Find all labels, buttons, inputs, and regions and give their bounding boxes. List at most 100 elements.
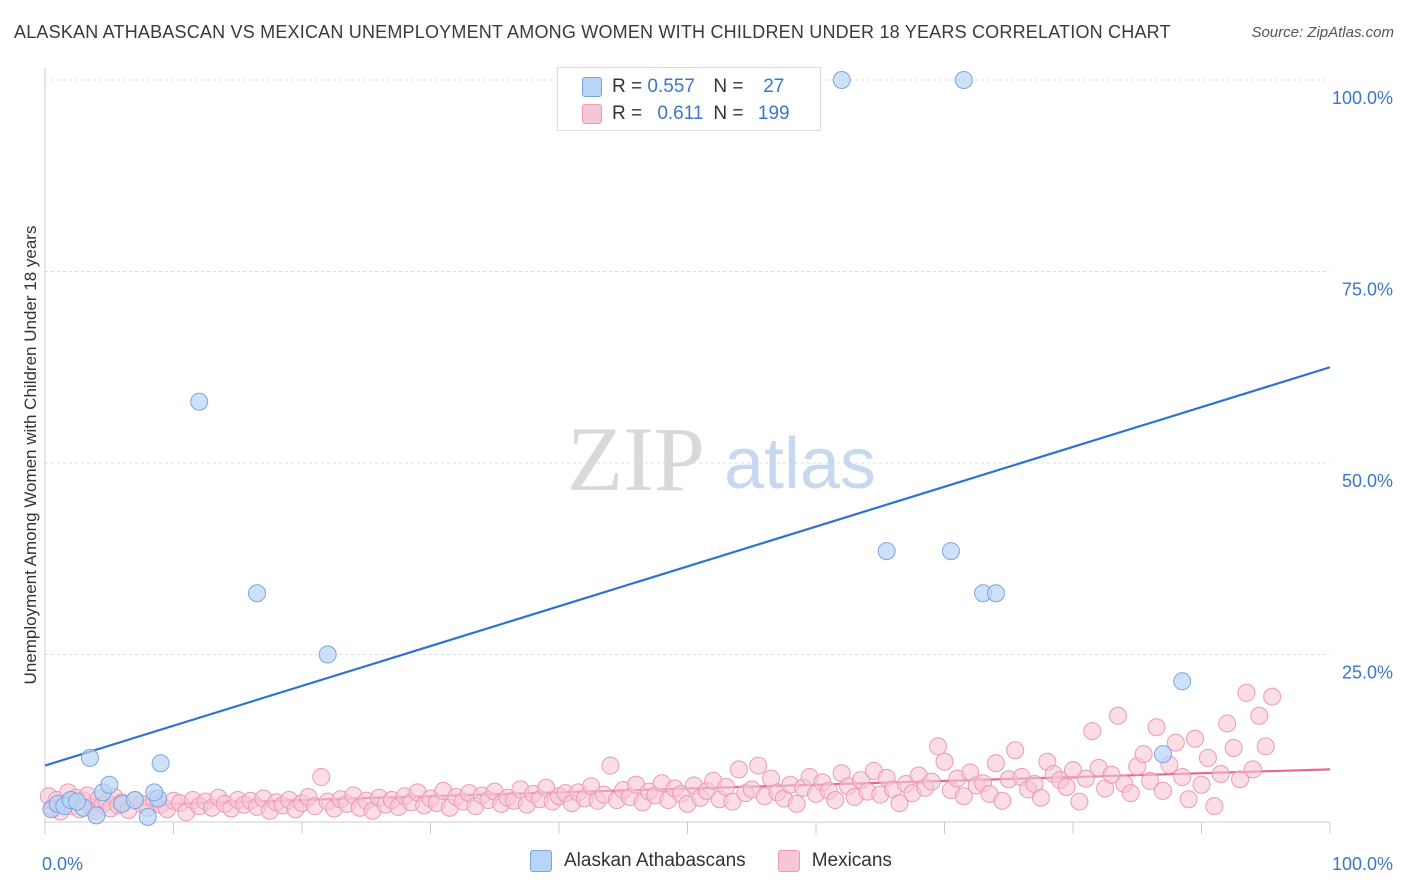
- mexicans-point: [1141, 771, 1160, 790]
- legend-label-athabascans: Alaskan Athabascans: [564, 850, 746, 871]
- mexicans-point: [1263, 687, 1282, 706]
- y-tick-label: 75.0%: [1342, 280, 1393, 300]
- legend-item-athabascans: Alaskan Athabascans: [530, 850, 746, 872]
- legend-r-value: 0.611: [657, 103, 704, 124]
- mexicans-point: [1179, 790, 1198, 809]
- series-legend: Alaskan Athabascans Mexicans: [530, 850, 924, 872]
- mexicans-point: [1250, 706, 1269, 725]
- mexicans-point: [787, 794, 806, 813]
- athabascan-point: [941, 542, 960, 561]
- legend-n-value: 27: [763, 76, 785, 97]
- chart-title: ALASKAN ATHABASCAN VS MEXICAN UNEMPLOYME…: [14, 22, 1171, 42]
- mexicans-point: [1006, 741, 1025, 760]
- athabascan-trend-line: [44, 366, 1331, 767]
- mexicans-point: [1211, 764, 1230, 783]
- mexicans-point: [1166, 733, 1185, 752]
- athabascan-point: [100, 775, 119, 794]
- athabascan-point: [248, 584, 267, 603]
- mexicans-point: [729, 760, 748, 779]
- legend-swatch-blue: [582, 77, 602, 97]
- mexicans-point: [601, 756, 620, 775]
- athabascan-point: [145, 783, 164, 802]
- mexicans-point: [826, 791, 845, 810]
- mexicans-point: [1173, 768, 1192, 787]
- legend-swatch-pink: [777, 850, 800, 872]
- axes: [44, 68, 1331, 834]
- legend-n-value: 199: [757, 103, 790, 124]
- mexicans-point: [1031, 788, 1050, 807]
- mexicans-point: [1224, 738, 1243, 757]
- stats-legend: R = 0.557 N = 27 R = 0.611 N = 199: [557, 67, 821, 131]
- athabascan-point: [877, 542, 896, 561]
- mexicans-point: [1231, 770, 1250, 789]
- mexicans-point: [1083, 722, 1102, 741]
- mexicans-point: [749, 756, 768, 775]
- legend-row-mexicans: R = 0.611 N = 199: [582, 101, 799, 127]
- mexicans-point: [1076, 769, 1095, 788]
- mexicans-point: [723, 792, 742, 811]
- mexicans-point: [993, 791, 1012, 810]
- mexicans-point: [1134, 745, 1153, 764]
- source-label: Source: ZipAtlas.com: [1251, 24, 1394, 41]
- y-tick-label: 100.0%: [1332, 88, 1393, 108]
- mexicans-point: [1108, 706, 1127, 725]
- athabascan-point: [151, 754, 170, 773]
- mexicans-point: [1237, 683, 1256, 702]
- grid-lines: [45, 79, 1330, 655]
- mexicans-point: [1147, 718, 1166, 737]
- y-tick-label: 50.0%: [1342, 471, 1393, 491]
- mexicans-point: [890, 794, 909, 813]
- legend-item-mexicans: Mexicans: [777, 850, 892, 872]
- watermark-zip: ZIP: [567, 408, 705, 510]
- watermark: ZIP atlas: [567, 408, 876, 510]
- athabascan-point: [986, 584, 1005, 603]
- watermark-atlas: atlas: [724, 424, 876, 504]
- mexicans-point: [935, 752, 954, 771]
- y-tick-label: 25.0%: [1342, 663, 1393, 683]
- mexicans-point: [1192, 775, 1211, 794]
- mexicans-point: [1198, 748, 1217, 767]
- mexicans-point: [954, 787, 973, 806]
- mexicans-point: [1121, 784, 1140, 803]
- mexicans-point: [1205, 797, 1224, 816]
- athabascan-point: [138, 807, 157, 826]
- mexicans-point: [1218, 714, 1237, 733]
- tick-labels: 25.0% 50.0% 75.0% 100.0% 0.0% 100.0%: [42, 88, 1393, 874]
- legend-swatch-pink: [582, 104, 602, 124]
- athabascan-point: [87, 806, 106, 825]
- legend-n-label: N =: [713, 103, 744, 124]
- athabascan-point: [190, 392, 209, 411]
- legend-swatch-blue: [530, 850, 552, 872]
- legend-r-label: R =: [612, 103, 643, 124]
- legend-label-mexicans: Mexicans: [811, 850, 892, 871]
- legend-row-athabascan: R = 0.557 N = 27: [582, 74, 799, 100]
- athabascan-point: [125, 791, 144, 810]
- y-axis-label: Unemployment Among Women with Children U…: [21, 226, 40, 685]
- legend-r-label: R =: [612, 76, 643, 97]
- athabascan-point: [68, 792, 87, 811]
- mexicans-point: [1057, 778, 1076, 797]
- athabascan-point: [832, 71, 851, 89]
- athabascan-point: [80, 748, 99, 767]
- mexicans-point: [1243, 760, 1262, 779]
- athabascan-point: [1173, 672, 1192, 691]
- mexicans-points: [39, 683, 1282, 822]
- mexicans-point: [986, 754, 1005, 773]
- mexicans-point: [1064, 761, 1082, 780]
- athabascan-point: [318, 645, 337, 664]
- legend-n-label: N =: [713, 76, 744, 97]
- mexicans-point: [1256, 737, 1275, 756]
- mexicans-point: [1153, 781, 1172, 800]
- x-tick-label: 100.0%: [1332, 854, 1393, 874]
- athabascan-point: [954, 71, 973, 89]
- athabascan-points: [42, 71, 1192, 826]
- mexicans-point: [929, 737, 948, 756]
- mexicans-point: [1070, 792, 1089, 811]
- legend-r-value: 0.557: [647, 76, 695, 97]
- mexicans-point: [1186, 729, 1205, 748]
- mexicans-point: [922, 772, 941, 791]
- x-tick-label: 0.0%: [42, 854, 83, 874]
- mexicans-point: [1102, 765, 1121, 784]
- mexicans-point: [312, 768, 331, 787]
